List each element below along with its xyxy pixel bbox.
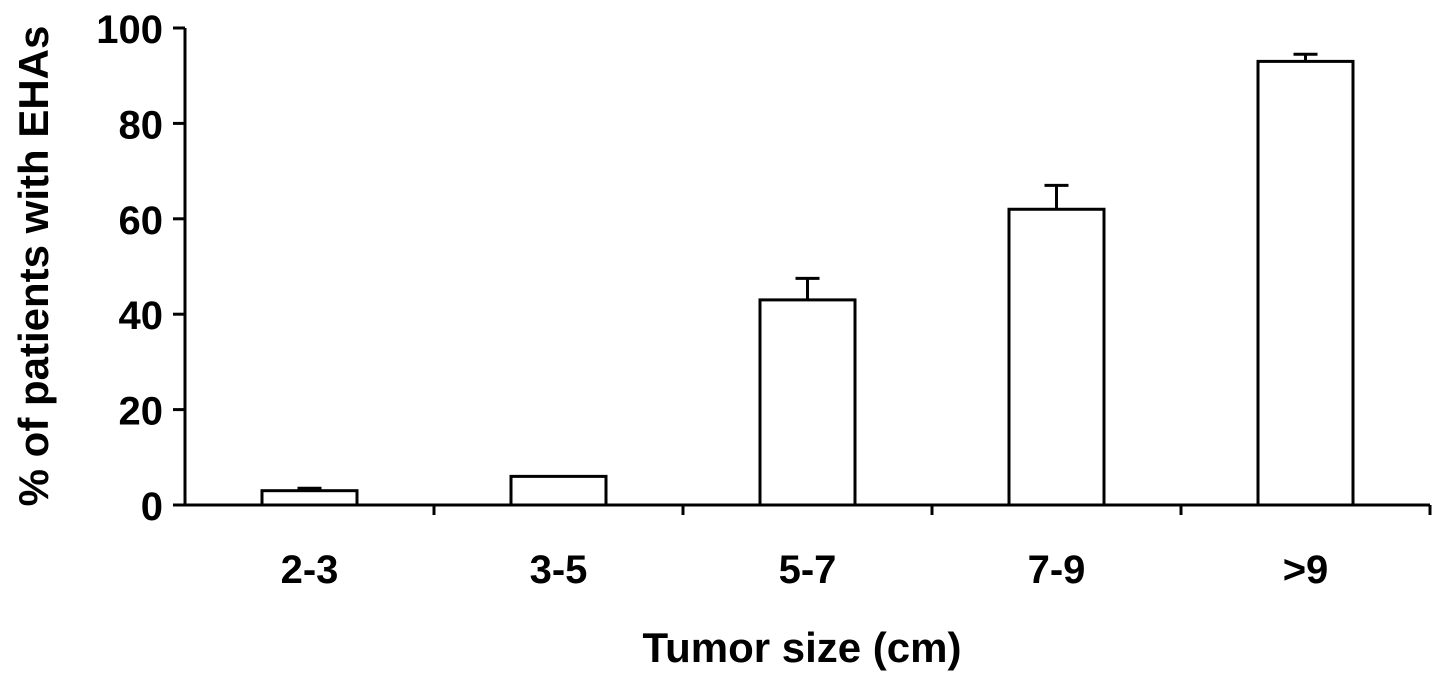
y-axis-title: % of patients with EHAs bbox=[10, 26, 57, 507]
y-tick-label: 80 bbox=[119, 103, 164, 147]
bars bbox=[260, 59, 1355, 507]
x-tick-label: 3-5 bbox=[530, 548, 588, 592]
y-tick-label: 20 bbox=[119, 390, 164, 434]
bar-79 bbox=[1007, 207, 1106, 507]
y-ticks: 0 20 40 60 80 100 bbox=[96, 8, 185, 529]
x-tick-label: 5-7 bbox=[779, 548, 837, 592]
x-axis-title: Tumor size (cm) bbox=[643, 624, 962, 671]
bar-35 bbox=[509, 474, 608, 507]
y-tick-label: 60 bbox=[119, 199, 164, 243]
error-bars bbox=[297, 52, 1318, 491]
y-tick-label: 0 bbox=[141, 485, 163, 529]
x-ticks: 2-3 3-5 5-7 7-9 >9 bbox=[281, 505, 1432, 592]
x-tick-label: 2-3 bbox=[281, 548, 339, 592]
bar-9 bbox=[1256, 59, 1355, 507]
x-tick-label: >9 bbox=[1283, 548, 1329, 592]
bar-57 bbox=[758, 298, 857, 507]
y-tick-label: 40 bbox=[119, 294, 164, 338]
x-tick-label: 7-9 bbox=[1028, 548, 1086, 592]
y-tick-label: 100 bbox=[96, 8, 163, 52]
bar-23 bbox=[260, 489, 359, 507]
